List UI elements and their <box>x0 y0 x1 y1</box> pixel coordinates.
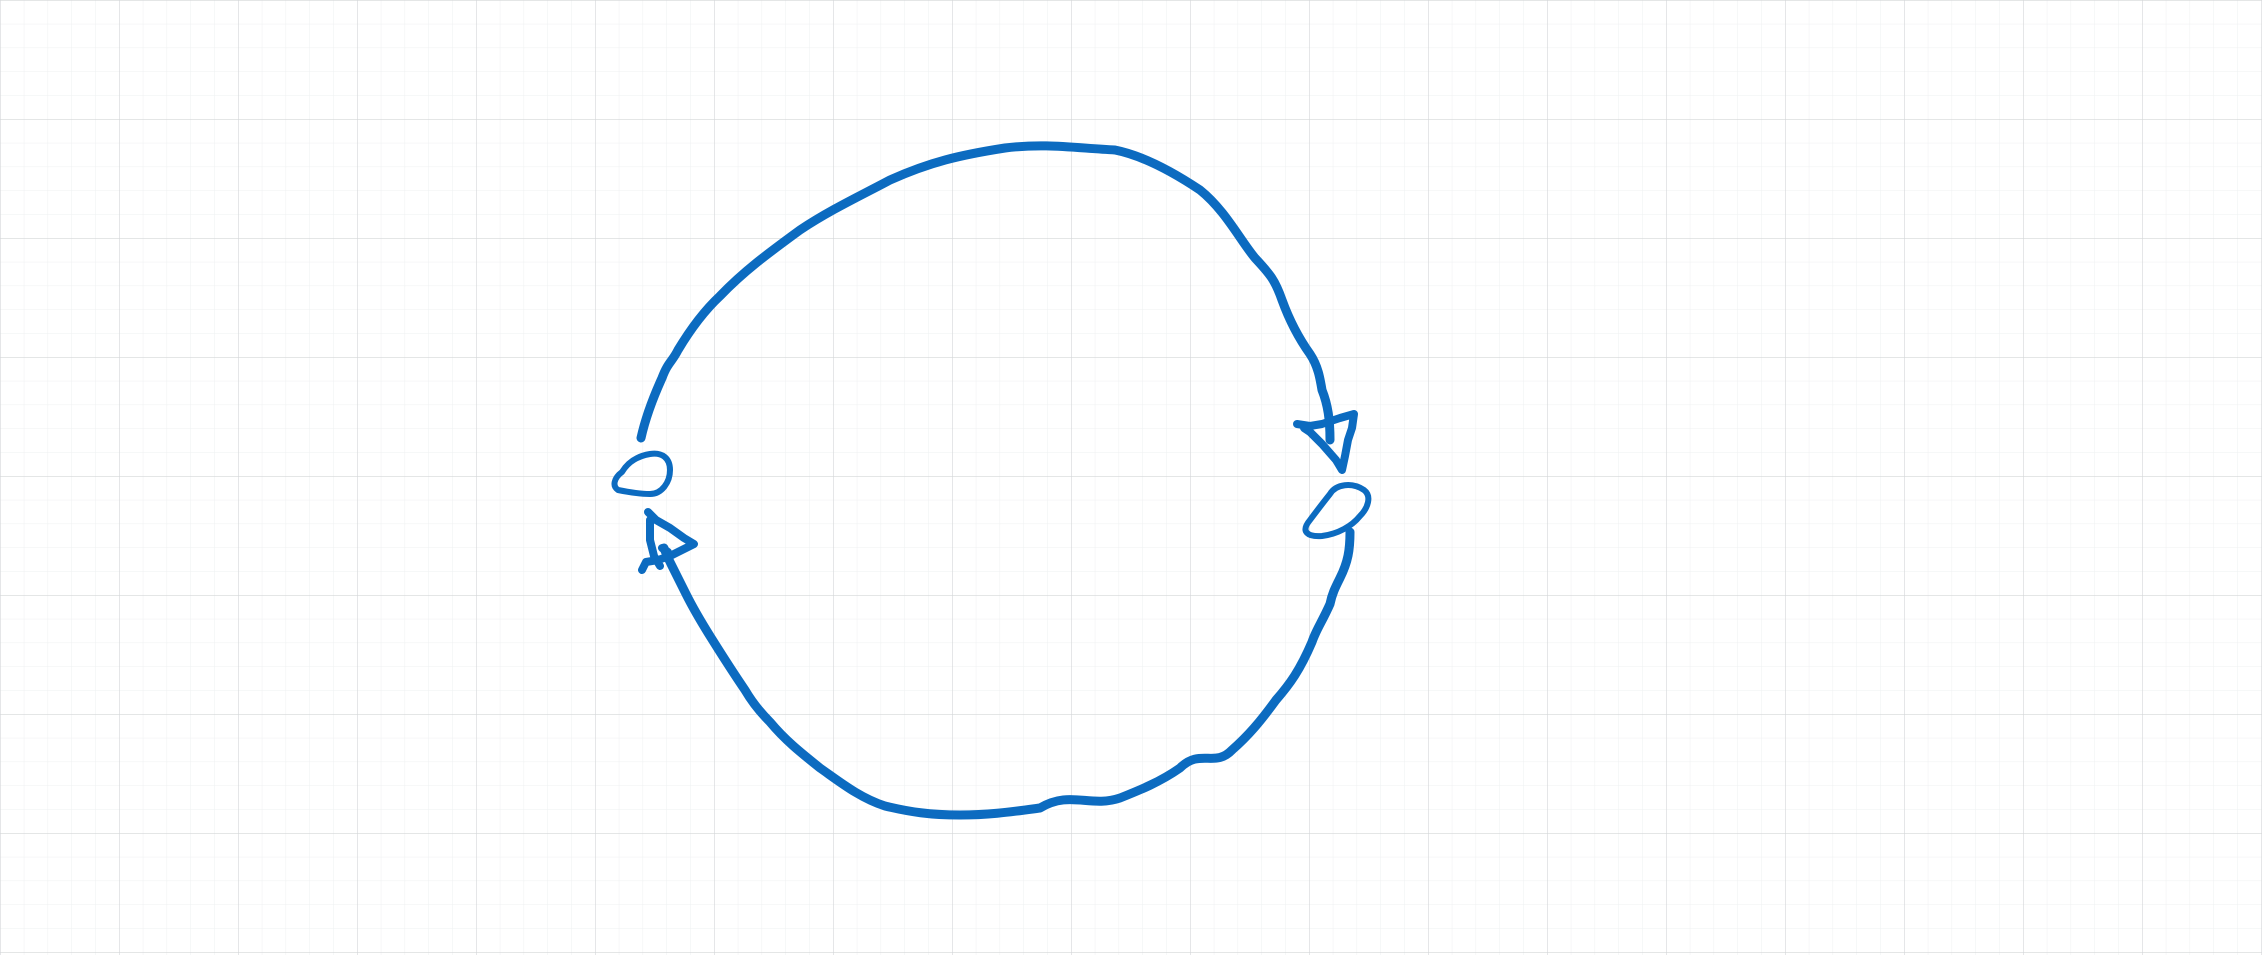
top-arc-stroke[interactable] <box>636 141 1335 445</box>
right-arrowhead-stroke <box>1293 410 1358 474</box>
right-knot <box>1302 482 1372 540</box>
bottom-arc-stroke[interactable] <box>659 527 1355 820</box>
cycle-diagram[interactable] <box>611 141 1372 820</box>
left-arrowhead-stroke <box>638 508 698 574</box>
left-knot <box>611 450 673 497</box>
